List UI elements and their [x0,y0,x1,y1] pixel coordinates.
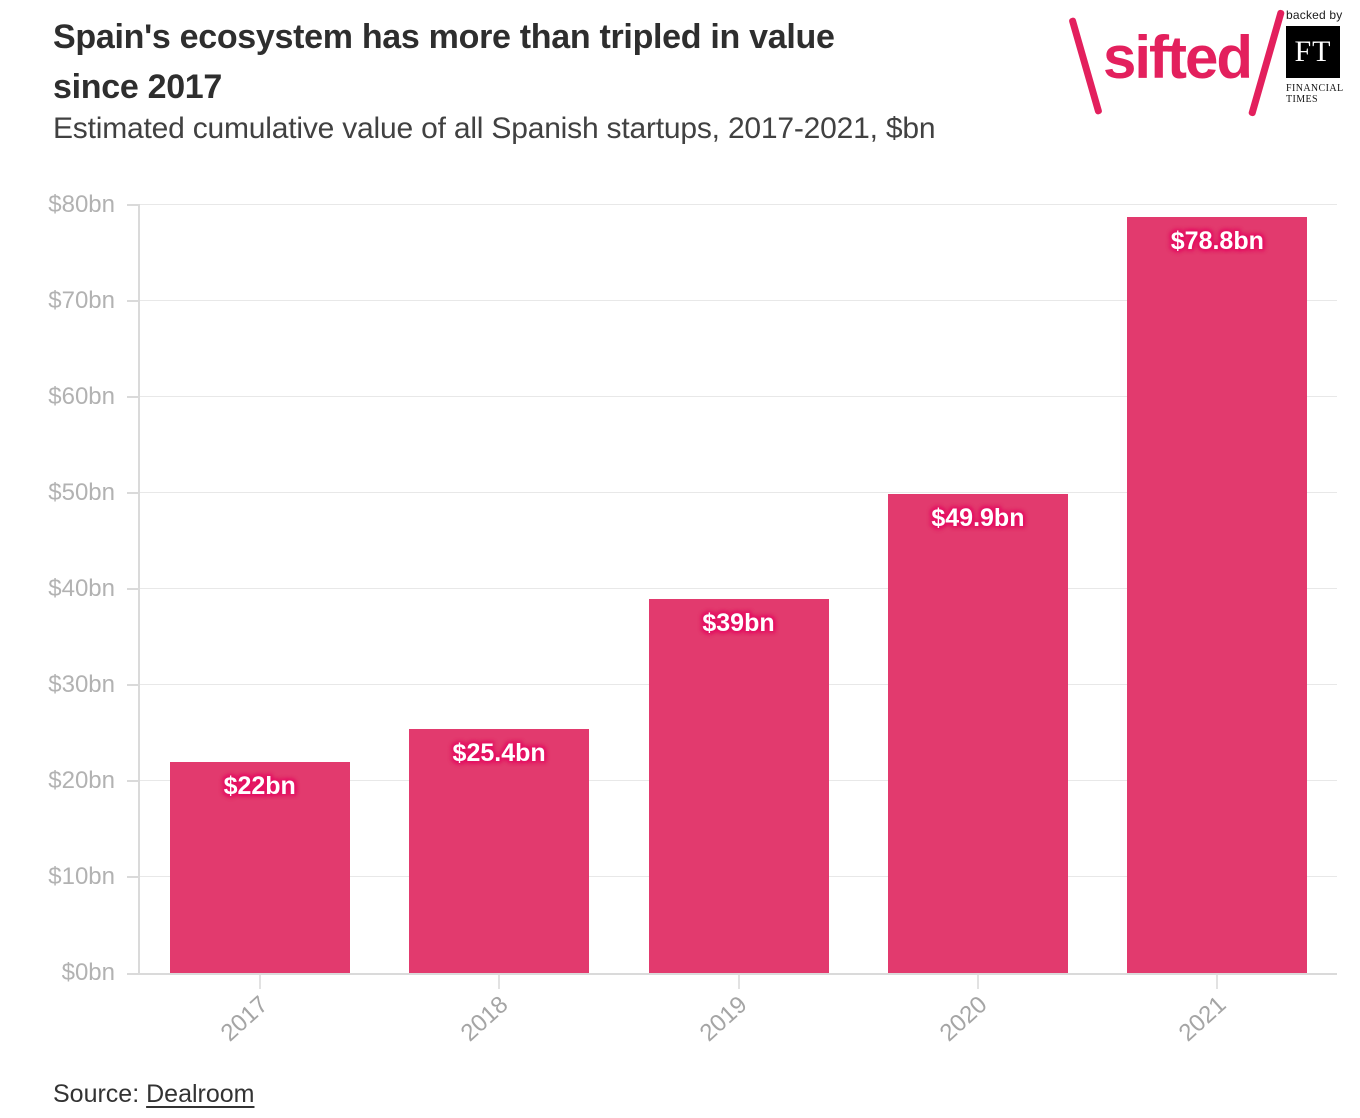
gridline [140,492,1337,493]
y-tick-label: $60bn [48,383,115,410]
y-tick-label: $30bn [48,671,115,698]
x-tick-label: 2020 [934,991,992,1047]
y-tick [127,300,140,302]
bar-slot: $49.9bn [858,205,1097,973]
ft-logo-icon: FT [1286,26,1340,78]
page-title-line1: Spain's ecosystem has more than tripled … [53,18,835,56]
source-line: Source: Dealroom [53,1080,254,1109]
y-tick-label: $10bn [48,863,115,890]
y-tick-label: $20bn [48,767,115,794]
bar: $22bn [169,761,350,973]
x-tick-label: 2018 [455,991,514,1047]
x-tick [258,975,261,989]
sifted-backslash-icon [1068,16,1103,116]
bar: $49.9bn [887,493,1068,973]
y-tick-label: $0bn [61,959,115,986]
x-tick [737,975,740,989]
sifted-wordmark: sifted [1102,24,1253,91]
x-tick [498,975,501,989]
y-tick [127,396,140,398]
chart-subtitle: Estimated cumulative value of all Spanis… [53,112,936,145]
gridline [140,588,1337,589]
page-title-line2: since 2017 [53,68,223,106]
y-tick [127,876,140,878]
x-tick [976,975,979,989]
bar: $39bn [648,598,829,973]
source-link[interactable]: Dealroom [146,1080,255,1108]
gridline [140,396,1337,397]
sifted-slash-icon [1247,9,1286,117]
x-tick-label: 2017 [216,991,274,1047]
y-tick [127,204,140,206]
gridline [140,204,1337,205]
x-tick-label: 2021 [1173,991,1232,1047]
plot-area: $22bn $25.4bn $39bn $49.9bn $78.8bn $0bn $10b… [48,193,1337,1047]
y-tick-label: $80bn [48,191,115,218]
bar-slot: $22bn [140,205,379,973]
y-tick [127,492,140,494]
ft-name: FINANCIAL TIMES [1286,83,1346,105]
bar: $25.4bn [409,729,590,973]
x-axis-line [127,973,1337,975]
ft-badge: backed by FT FINANCIAL TIMES [1286,8,1346,105]
bar-value-label: $78.8bn [1170,226,1264,255]
y-tick-label: $50bn [48,479,115,506]
bar-value-label: $49.9bn [931,503,1025,532]
bar-value-label: $25.4bn [452,739,546,768]
bars-container: $22bn $25.4bn $39bn $49.9bn $78.8bn [140,205,1337,973]
sifted-logo: sifted backed by FT FINANCIAL TIMES [1068,8,1346,124]
ft-name-line1: FINANCIAL [1286,83,1344,94]
ft-name-line2: TIMES [1286,94,1318,105]
bar-slot: $25.4bn [379,205,618,973]
bar-value-label: $22bn [223,771,296,800]
source-label: Source: [53,1080,147,1108]
bar-value-label: $39bn [702,608,775,637]
x-tick-label: 2019 [694,991,753,1047]
backed-by-label: backed by [1286,8,1343,22]
bar-slot: $39bn [619,205,858,973]
x-tick [1216,975,1219,989]
y-tick-label: $70bn [48,287,115,314]
bar-slot: $78.8bn [1098,205,1337,973]
bar: $78.8bn [1127,216,1308,973]
y-tick-label: $40bn [48,575,115,602]
y-tick [127,684,140,686]
y-tick [127,780,140,782]
y-tick [127,588,140,590]
gridline [140,300,1337,301]
page-title: Spain's ecosystem has more than tripled … [53,12,835,112]
